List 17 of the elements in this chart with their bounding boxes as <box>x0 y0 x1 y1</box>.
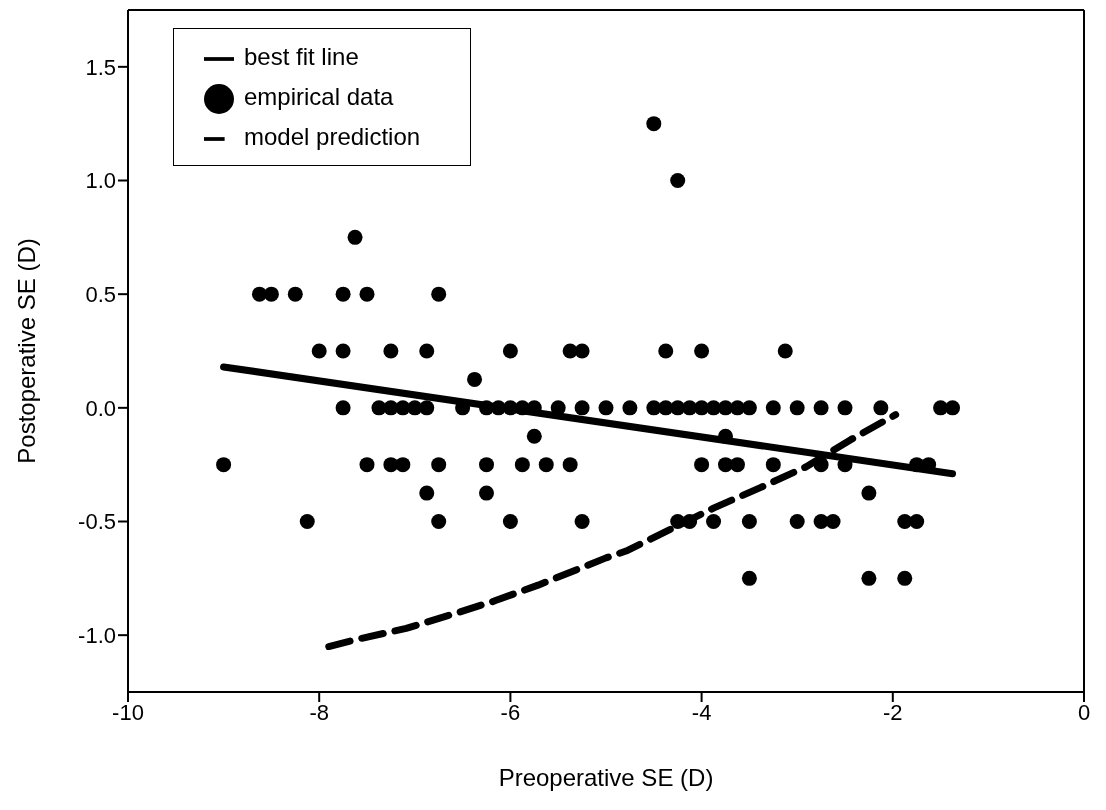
y-tick-label: 0.5 <box>85 281 116 307</box>
x-axis-title: Preoperative SE (D) <box>498 764 714 791</box>
y-tick-label: -1.0 <box>78 622 116 648</box>
legend-label: model prediction <box>244 123 421 150</box>
y-axis-title: Postoperative SE (D) <box>12 238 40 464</box>
legend-label: empirical data <box>244 83 394 110</box>
x-tick-label: -2 <box>883 699 903 725</box>
y-tick-label: 1.5 <box>85 54 116 80</box>
x-tick-label: -8 <box>309 699 329 725</box>
legend-label: best fit line <box>244 43 359 70</box>
y-tick-label: -0.5 <box>78 509 116 535</box>
y-tick-label: 0.0 <box>85 395 116 421</box>
x-tick-label: -4 <box>691 699 712 725</box>
x-tick-label: -10 <box>112 699 144 725</box>
x-tick-label: -6 <box>500 699 521 725</box>
x-tick-label: 0 <box>1077 699 1091 725</box>
y-tick-label: 1.0 <box>85 168 116 194</box>
